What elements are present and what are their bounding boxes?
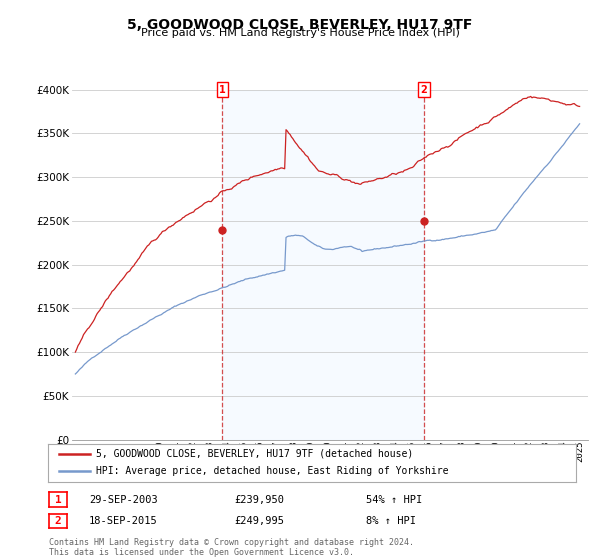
Text: 29-SEP-2003: 29-SEP-2003: [89, 494, 158, 505]
Text: £249,995: £249,995: [234, 516, 284, 526]
Text: Price paid vs. HM Land Registry's House Price Index (HPI): Price paid vs. HM Land Registry's House …: [140, 28, 460, 38]
Text: 5, GOODWOOD CLOSE, BEVERLEY, HU17 9TF (detached house): 5, GOODWOOD CLOSE, BEVERLEY, HU17 9TF (d…: [95, 449, 413, 459]
Text: 2: 2: [421, 85, 427, 95]
Bar: [223, 90, 424, 440]
Text: 1: 1: [55, 494, 62, 505]
Text: Contains HM Land Registry data © Crown copyright and database right 2024.
This d: Contains HM Land Registry data © Crown c…: [49, 538, 414, 557]
Text: HPI: Average price, detached house, East Riding of Yorkshire: HPI: Average price, detached house, East…: [95, 466, 448, 477]
Text: 5, GOODWOOD CLOSE, BEVERLEY, HU17 9TF: 5, GOODWOOD CLOSE, BEVERLEY, HU17 9TF: [127, 18, 473, 32]
Text: 54% ↑ HPI: 54% ↑ HPI: [366, 494, 422, 505]
Text: 1: 1: [219, 85, 226, 95]
Text: £239,950: £239,950: [234, 494, 284, 505]
Text: 18-SEP-2015: 18-SEP-2015: [89, 516, 158, 526]
Text: 2: 2: [55, 516, 62, 526]
Text: 8% ↑ HPI: 8% ↑ HPI: [366, 516, 416, 526]
